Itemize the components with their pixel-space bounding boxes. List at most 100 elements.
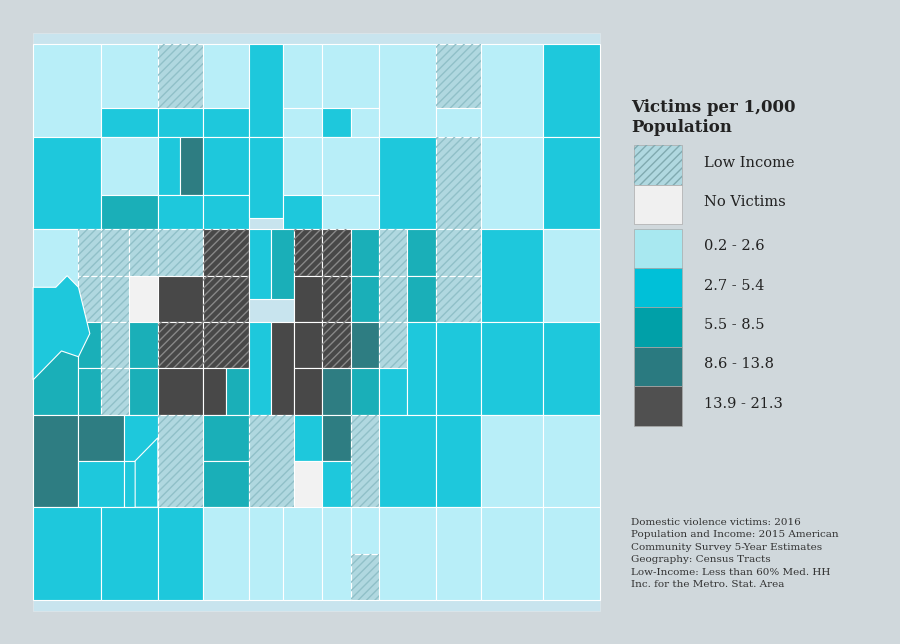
Bar — [350, 108, 379, 137]
Bar — [271, 322, 294, 415]
Polygon shape — [135, 438, 158, 507]
Bar — [544, 44, 600, 137]
Bar — [350, 415, 379, 507]
Bar — [322, 229, 350, 276]
Bar — [350, 276, 379, 322]
Bar — [203, 108, 248, 137]
Bar — [322, 44, 379, 108]
Text: 5.5 - 8.5: 5.5 - 8.5 — [704, 318, 764, 332]
Bar — [158, 108, 203, 137]
Bar — [101, 229, 130, 276]
Bar — [78, 415, 124, 461]
Bar — [78, 276, 101, 322]
Bar — [101, 368, 130, 415]
Bar — [436, 276, 481, 322]
Bar — [158, 415, 203, 507]
Bar — [350, 415, 379, 507]
Bar — [379, 137, 436, 229]
Text: Low Income: Low Income — [704, 156, 795, 170]
Bar — [158, 137, 181, 194]
Bar — [322, 322, 350, 368]
Bar — [322, 368, 350, 415]
Bar — [33, 507, 101, 600]
Bar — [78, 276, 101, 322]
Bar — [294, 229, 322, 276]
Bar — [130, 276, 158, 322]
Bar — [481, 137, 544, 229]
Bar — [350, 507, 379, 554]
Bar — [248, 137, 283, 218]
Bar — [248, 415, 294, 507]
Bar — [379, 229, 407, 276]
Bar — [203, 322, 248, 368]
Bar — [158, 368, 203, 415]
Bar — [294, 276, 322, 322]
Bar — [544, 322, 600, 415]
Bar — [294, 368, 322, 415]
Bar — [181, 137, 203, 194]
FancyBboxPatch shape — [634, 386, 682, 426]
Text: 2.7 - 5.4: 2.7 - 5.4 — [704, 279, 764, 292]
Bar — [33, 137, 101, 229]
Bar — [158, 229, 203, 276]
Bar — [124, 461, 158, 507]
Bar — [101, 108, 158, 137]
Text: Victims per 1,000
Population: Victims per 1,000 Population — [631, 99, 796, 136]
Bar — [203, 194, 248, 229]
Bar — [226, 368, 248, 415]
Bar — [322, 276, 350, 322]
Bar — [294, 322, 322, 368]
Bar — [322, 415, 350, 461]
Bar — [436, 229, 481, 276]
Bar — [158, 415, 203, 507]
Bar — [203, 276, 248, 322]
Bar — [294, 415, 322, 461]
Bar — [101, 276, 130, 322]
Bar — [78, 229, 101, 276]
Bar — [158, 322, 203, 368]
Bar — [101, 276, 130, 322]
Polygon shape — [33, 276, 90, 380]
Bar — [379, 368, 407, 415]
Bar — [350, 554, 379, 600]
Text: 13.9 - 21.3: 13.9 - 21.3 — [704, 397, 783, 411]
Bar — [203, 507, 248, 600]
Bar — [78, 322, 101, 368]
Bar — [158, 44, 203, 108]
Bar — [158, 229, 203, 276]
Bar — [158, 194, 203, 229]
Bar — [33, 415, 78, 507]
Bar — [436, 322, 481, 415]
Bar — [436, 415, 481, 507]
Bar — [130, 322, 158, 368]
Bar — [78, 229, 101, 276]
Bar — [379, 44, 436, 137]
Bar — [158, 507, 203, 600]
Bar — [379, 415, 436, 507]
Bar — [101, 322, 130, 368]
Text: 0.2 - 2.6: 0.2 - 2.6 — [704, 239, 764, 253]
Bar — [481, 229, 544, 322]
Bar — [101, 137, 158, 194]
Bar — [407, 229, 436, 276]
Bar — [203, 137, 248, 194]
Bar — [283, 137, 322, 194]
Bar — [203, 276, 248, 322]
Bar — [436, 507, 481, 600]
Bar — [322, 507, 350, 600]
Bar — [436, 108, 481, 137]
Bar — [101, 194, 158, 229]
Bar — [379, 276, 407, 322]
Bar — [203, 322, 248, 368]
Bar — [130, 229, 158, 276]
Text: 8.6 - 13.8: 8.6 - 13.8 — [704, 357, 774, 372]
Bar — [407, 322, 436, 415]
Bar — [101, 368, 130, 415]
Bar — [283, 507, 322, 600]
Bar — [203, 368, 226, 415]
Bar — [322, 137, 379, 194]
Bar — [481, 507, 544, 600]
Bar — [203, 44, 248, 108]
Bar — [203, 229, 248, 276]
Bar — [283, 108, 322, 137]
